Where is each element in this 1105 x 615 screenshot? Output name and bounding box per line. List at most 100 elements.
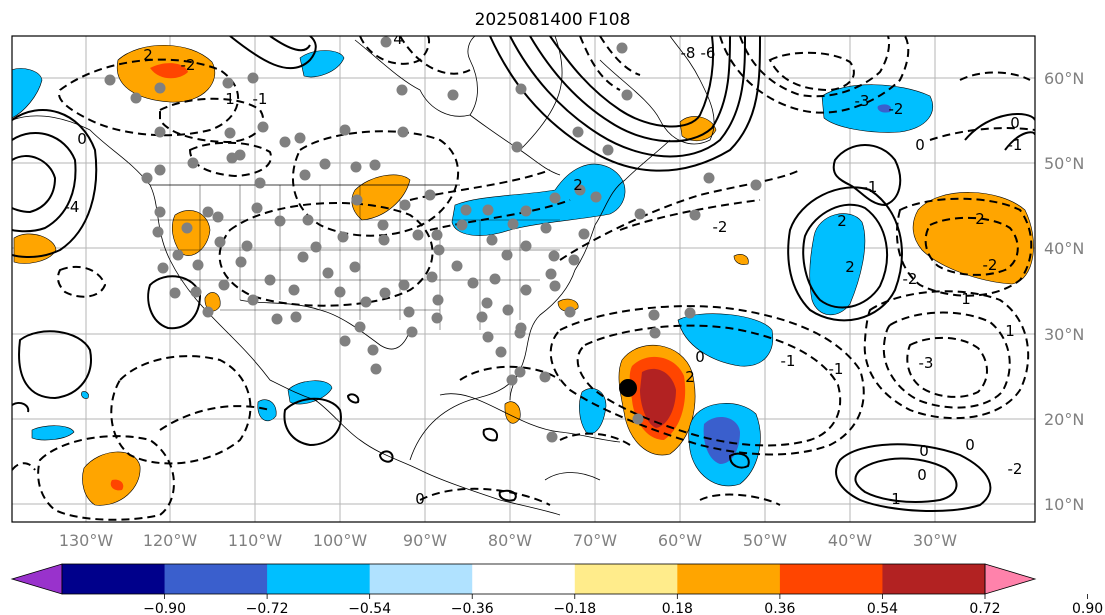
station-marker [212, 211, 224, 223]
station-marker [406, 326, 418, 338]
station-marker [254, 177, 266, 189]
contour-label: -1 [863, 178, 878, 196]
station-marker [339, 335, 351, 347]
station-marker [602, 144, 614, 156]
station-marker [634, 208, 646, 220]
station-marker [319, 158, 331, 170]
colorbar-segment [369, 564, 473, 594]
station-marker [290, 311, 302, 323]
station-marker [297, 251, 309, 263]
anomaly-positive [204, 292, 221, 312]
station-marker [257, 121, 269, 133]
station-marker [302, 214, 314, 226]
colorbar-segment [882, 564, 986, 594]
station-marker [224, 127, 236, 139]
station-marker [540, 222, 552, 234]
station-marker [578, 228, 590, 240]
station-marker [412, 229, 424, 241]
station-marker [192, 259, 204, 271]
station-marker [190, 286, 202, 298]
station-marker [549, 280, 561, 292]
station-marker [169, 287, 181, 299]
colorbar-tick-label: 0.72 [969, 601, 1000, 615]
contour-label: 4 [393, 30, 403, 48]
station-marker [235, 256, 247, 268]
colorbar-segment [779, 564, 883, 594]
longitude-label: 100°W [313, 531, 368, 550]
colorbar-segment [472, 564, 576, 594]
station-marker [545, 268, 557, 280]
station-marker [572, 126, 584, 138]
longitude-label: 130°W [59, 531, 114, 550]
contour-label: 0 [1010, 114, 1020, 132]
station-marker [264, 274, 276, 286]
contour-label: 2 [975, 210, 985, 228]
contour-label: 0 [965, 436, 975, 454]
station-marker [703, 172, 715, 184]
station-marker [482, 204, 494, 216]
colorbar-tick-labels: −0.90 −0.72 −0.54 −0.36 −0.18 0.18 0.36 0.54 0.7… [143, 594, 1103, 615]
colorbar-tick-label: −0.54 [348, 601, 391, 615]
station-marker [157, 262, 169, 274]
station-marker [350, 161, 362, 173]
contour-label: 0 [917, 466, 927, 484]
contour-label: 1 [225, 90, 235, 108]
station-marker [378, 234, 390, 246]
station-marker [486, 234, 498, 246]
station-marker [574, 184, 586, 196]
station-marker [351, 194, 363, 206]
station-marker [546, 431, 558, 443]
station-marker [141, 172, 153, 184]
station-marker [226, 152, 238, 164]
latitude-label: 60°N [1044, 69, 1084, 88]
map-border [11, 35, 1036, 523]
station-markers [104, 36, 762, 443]
map-title: 2025081400 F108 [474, 10, 631, 30]
anomaly-negative [809, 213, 866, 316]
station-marker [481, 297, 493, 309]
station-marker [181, 222, 193, 234]
station-marker [511, 141, 523, 153]
contours [12, 36, 1035, 521]
station-marker [649, 327, 661, 339]
contour-label: 2 [837, 212, 847, 230]
contour-label: -6 [701, 44, 716, 62]
colorbar-segment [267, 564, 371, 594]
station-marker [349, 261, 361, 273]
station-marker [377, 219, 389, 231]
station-marker [187, 157, 199, 169]
station-marker [399, 199, 411, 211]
colorbar-segment [574, 564, 678, 594]
station-marker [467, 277, 479, 289]
contour-label: 2 [685, 368, 695, 386]
station-marker [432, 294, 444, 306]
station-marker [648, 309, 660, 321]
station-marker [322, 267, 334, 279]
station-marker [451, 260, 463, 272]
station-marker [495, 346, 507, 358]
station-marker [514, 366, 526, 378]
station-marker [154, 164, 166, 176]
station-marker [218, 279, 230, 291]
colorbar [10, 563, 1037, 595]
station-marker [689, 209, 701, 221]
station-marker [299, 169, 311, 181]
contour-label: 0 [415, 490, 425, 508]
contour-label: -2 [713, 218, 728, 236]
station-marker [520, 205, 532, 217]
anomaly-negative-strong [877, 104, 892, 113]
longitude-label: 60°W [658, 531, 702, 550]
station-marker [294, 132, 306, 144]
anomaly-positive [171, 210, 211, 256]
station-marker [247, 294, 259, 306]
station-marker [520, 284, 532, 296]
station-marker [202, 306, 214, 318]
station-marker [379, 287, 391, 299]
longitude-label: 110°W [228, 531, 283, 550]
negative-contours [12, 36, 1035, 521]
station-marker [222, 77, 234, 89]
colorbar-tick-label: 0.36 [764, 601, 795, 615]
station-marker [334, 286, 346, 298]
station-marker [241, 240, 253, 252]
station-marker [396, 84, 408, 96]
